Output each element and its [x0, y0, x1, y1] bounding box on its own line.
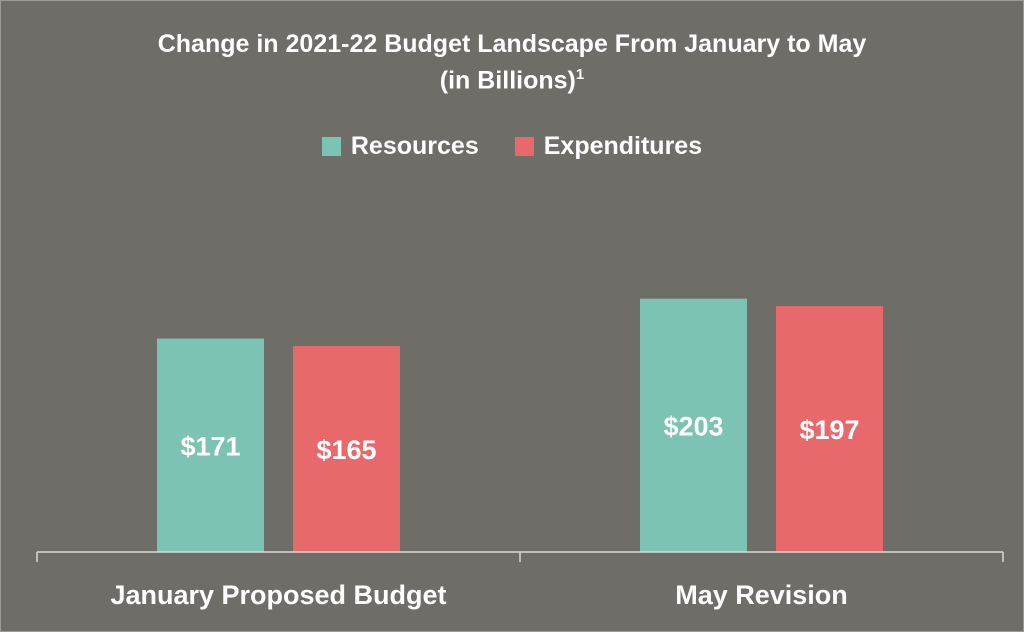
legend-swatch-resources [321, 137, 341, 156]
bar-resources-0 [157, 338, 264, 552]
legend: Resources Expenditures [0, 132, 1024, 161]
subtitle-text: (in Billions) [439, 66, 576, 95]
bar-expenditures-1 [776, 306, 883, 552]
category-label-may: May Revision [675, 580, 848, 610]
bar-expenditures-0 [293, 346, 400, 552]
data-label: $165 [316, 435, 376, 465]
data-label: $197 [799, 415, 859, 445]
legend-label: Expenditures [543, 132, 703, 160]
chart-subtitle: (in Billions)1 [0, 66, 1024, 95]
legend-swatch-expenditures [514, 137, 534, 156]
legend-item-expenditures: Expenditures [514, 132, 703, 161]
legend-label: Resources [350, 132, 479, 160]
chart-title: Change in 2021-22 Budget Landscape From … [157, 30, 867, 58]
data-label: $171 [180, 431, 240, 461]
footnote-marker: 1 [575, 66, 585, 83]
category-label-january: January Proposed Budget [110, 580, 447, 610]
legend-item-resources: Resources [321, 132, 479, 161]
data-label: $203 [663, 411, 723, 441]
bar-resources-1 [640, 298, 747, 552]
